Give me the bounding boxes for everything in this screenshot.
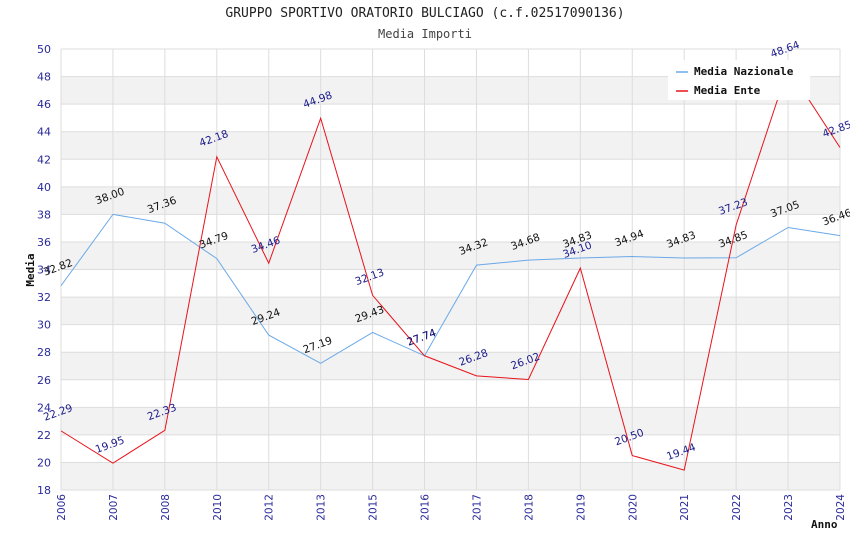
x-tick-label: 2015 bbox=[368, 494, 380, 521]
legend-box bbox=[668, 60, 810, 100]
grid-lines bbox=[60, 48, 841, 491]
y-tick-label: 48 bbox=[37, 71, 51, 84]
x-tick-label: 2023 bbox=[783, 494, 795, 521]
series-lines bbox=[60, 66, 841, 471]
y-tick-label: 50 bbox=[37, 43, 51, 56]
x-tick-label: 2024 bbox=[835, 494, 847, 521]
chart-subtitle: Media Importi bbox=[378, 27, 472, 41]
y-tick-label: 42 bbox=[37, 153, 51, 166]
x-tick-label: 2006 bbox=[56, 494, 68, 521]
x-tick-label: 2008 bbox=[160, 494, 172, 521]
chart-title: GRUPPO SPORTIVO ORATORIO BULCIAGO (c.f.0… bbox=[225, 6, 625, 21]
y-tick-label: 44 bbox=[37, 126, 51, 139]
y-tick-label: 26 bbox=[37, 374, 51, 387]
legend-label-nazionale: Media Nazionale bbox=[694, 65, 794, 78]
series-line-media-ente bbox=[60, 66, 841, 471]
y-tick-label: 40 bbox=[37, 181, 51, 194]
data-label-ente: 19.44 bbox=[665, 441, 698, 463]
x-tick-label: 2021 bbox=[679, 494, 691, 521]
data-label-ente: 27.74 bbox=[405, 327, 438, 349]
x-tick-label: 2022 bbox=[731, 494, 743, 521]
plot-band bbox=[61, 462, 840, 490]
x-tick-label: 2020 bbox=[627, 494, 639, 521]
plot-band bbox=[61, 131, 840, 160]
x-axis-title: Anno bbox=[811, 518, 838, 531]
y-tick-label: 18 bbox=[37, 484, 51, 497]
y-tick-label: 20 bbox=[37, 456, 51, 469]
x-tick-label: 2016 bbox=[420, 494, 432, 521]
x-tick-label: 2017 bbox=[471, 494, 483, 521]
data-label-ente: 19.95 bbox=[94, 434, 126, 456]
y-tick-label: 32 bbox=[37, 291, 51, 304]
data-label-ente: 48.64 bbox=[769, 39, 802, 61]
y-tick-label: 24 bbox=[37, 401, 51, 414]
y-axis-ticks: 18 20 22 24 26 28 30 32 34 36 38 40 42 44 46 48 50 bbox=[37, 43, 51, 497]
x-tick-label: 2010 bbox=[212, 494, 224, 521]
legend: Media Nazionale Media Ente bbox=[668, 60, 810, 100]
y-tick-label: 34 bbox=[37, 264, 51, 277]
legend-label-ente: Media Ente bbox=[694, 84, 761, 97]
plot-background bbox=[61, 76, 840, 490]
data-label-nazionale: 32.82 bbox=[42, 257, 74, 279]
plot-band bbox=[61, 241, 840, 270]
y-tick-label: 30 bbox=[37, 319, 51, 332]
y-axis-title: Media bbox=[24, 253, 37, 286]
x-tick-label: 2012 bbox=[264, 494, 276, 521]
y-tick-label: 46 bbox=[37, 98, 51, 111]
x-tick-label: 2019 bbox=[575, 494, 587, 521]
y-tick-label: 28 bbox=[37, 346, 51, 359]
x-tick-label: 2013 bbox=[316, 494, 328, 521]
series-line-media-nazionale bbox=[60, 213, 841, 364]
x-tick-label: 2018 bbox=[523, 494, 535, 521]
y-tick-label: 36 bbox=[37, 236, 51, 249]
x-axis-ticks: 2006 2007 2008 2010 2012 2013 2015 2016 2017 2018… bbox=[56, 494, 847, 521]
y-tick-label: 22 bbox=[37, 429, 51, 442]
plot-band bbox=[61, 186, 840, 215]
y-tick-label: 38 bbox=[37, 208, 51, 221]
plot-band bbox=[61, 407, 840, 435]
x-tick-label: 2007 bbox=[108, 494, 120, 521]
